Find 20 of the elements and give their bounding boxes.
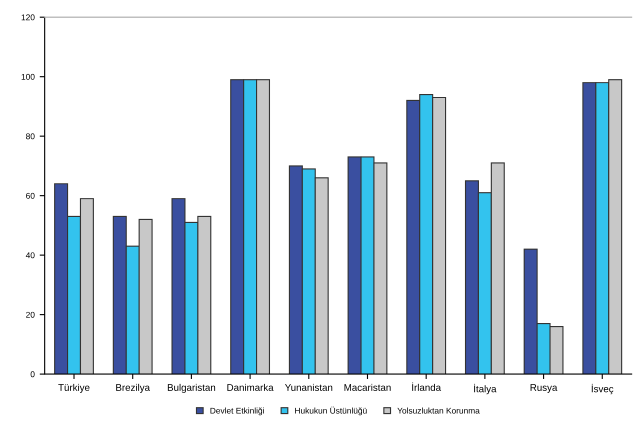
legend-label: Hukukun Üstünlüğü [295, 406, 367, 416]
y-tick-label: 0 [30, 371, 35, 378]
x-tick-label: Bulgaristan [168, 384, 216, 393]
legend-label: Devlet Etkinliği [210, 407, 264, 416]
y-tick-label: 120 [22, 14, 35, 20]
x-tick-label: Brezilya [116, 384, 150, 393]
x-tick-label: Rusya [530, 384, 558, 393]
y-tick-label: 100 [22, 74, 35, 80]
x-tick-label: Türkiye [58, 384, 90, 393]
y-tick-label: 60 [26, 192, 35, 199]
y-tick-label: 20 [26, 312, 35, 318]
x-tick-label: İtalya [474, 384, 496, 394]
x-tick-label: Yunanistan [284, 384, 332, 391]
x-tick-label: Macaristan [344, 384, 391, 391]
x-tick-label: İrlanda [412, 382, 442, 391]
x-tick-label: İsveç [592, 384, 614, 394]
y-tick-label: 80 [26, 133, 35, 140]
legend-label: Yolsuzluktan Korunma [397, 408, 480, 414]
y-tick-label: 40 [26, 252, 35, 258]
x-tick-label: Danimarka [227, 384, 274, 391]
